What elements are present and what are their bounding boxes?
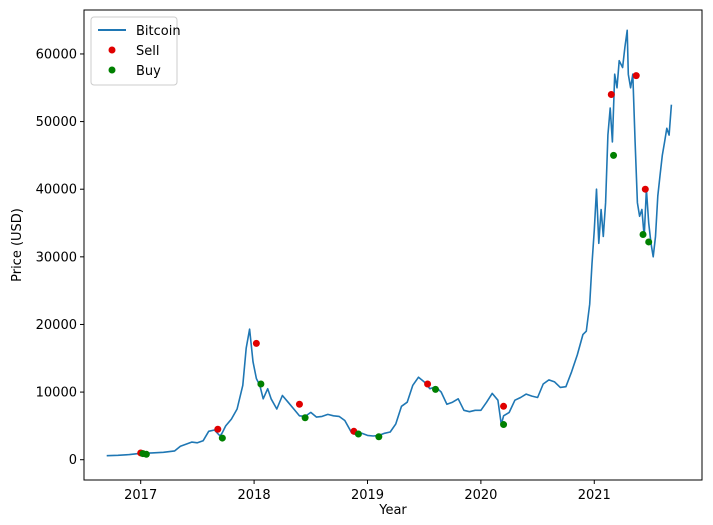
buy-point: [500, 421, 508, 429]
buy-point: [257, 380, 265, 388]
plot-area: [84, 10, 702, 480]
plot-frame: [83, 9, 703, 481]
legend-label-bitcoin: Bitcoin: [136, 24, 181, 39]
legend-label-buy: Buy: [136, 64, 161, 79]
axes-layer: 2017 2018 2019 2020 2021 0 10000 20000 30000 4000…: [36, 47, 611, 503]
buy-point: [432, 385, 440, 393]
y-tick-label: 60000: [36, 47, 77, 62]
series-line-bitcoin: [106, 29, 673, 457]
series-layer: [106, 29, 673, 458]
x-tick-label: 2019: [351, 488, 384, 503]
buy-point: [639, 231, 647, 239]
legend-buy-swatch: [108, 66, 116, 74]
y-tick-label: 0: [69, 453, 77, 468]
legend: Bitcoin Sell Buy: [90, 16, 181, 86]
y-tick-label: 30000: [36, 250, 77, 265]
x-tick-label: 2021: [578, 488, 611, 503]
buy-point: [218, 434, 226, 442]
x-tick-label: 2020: [464, 488, 497, 503]
sell-point: [424, 380, 432, 388]
buy-point: [645, 238, 653, 246]
x-tick-label: 2018: [238, 488, 271, 503]
buy-point: [375, 433, 383, 441]
sell-point: [214, 425, 222, 433]
y-tick-label: 10000: [36, 386, 77, 401]
x-tick-label: 2017: [124, 488, 157, 503]
sell-point: [641, 185, 649, 193]
buy-point: [610, 151, 618, 159]
y-tick-label: 40000: [36, 183, 77, 198]
y-axis-label: Price (USD): [10, 208, 25, 282]
buy-point: [354, 430, 362, 438]
sell-point: [295, 400, 303, 408]
sell-point: [500, 402, 508, 410]
sell-point: [607, 91, 615, 99]
sell-point: [252, 339, 260, 347]
buy-point: [142, 450, 150, 458]
sell-point: [632, 72, 640, 80]
y-tick-label: 50000: [36, 115, 77, 130]
legend-label-sell: Sell: [136, 44, 159, 59]
buy-point: [301, 414, 309, 422]
legend-sell-swatch: [108, 46, 116, 54]
x-axis-label: Year: [378, 503, 407, 518]
y-tick-label: 20000: [36, 318, 77, 333]
